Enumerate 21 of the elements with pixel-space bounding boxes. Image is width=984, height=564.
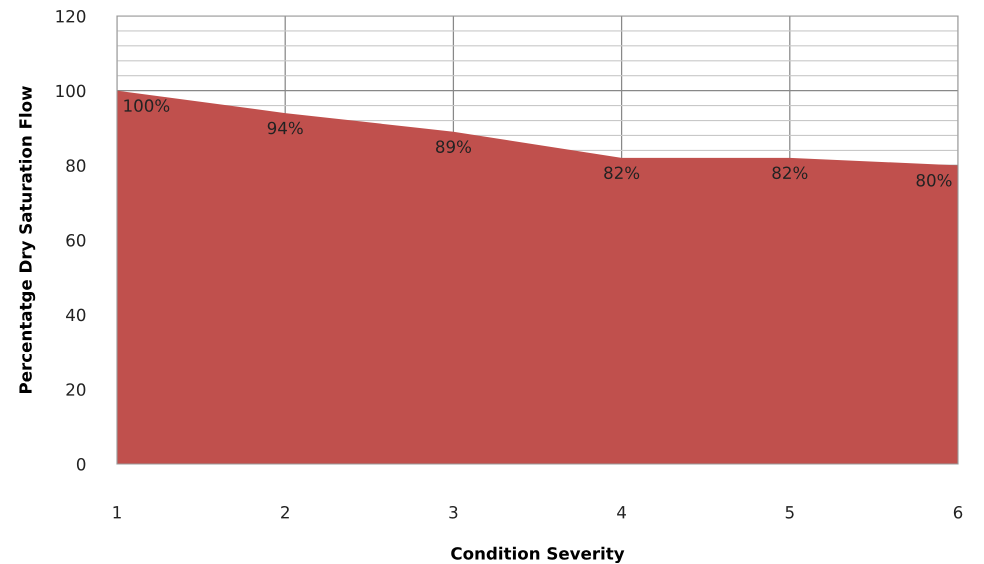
x-tick-label: 5 bbox=[786, 506, 794, 519]
y-tick-label: 120 bbox=[56, 10, 86, 23]
data-label: 82% bbox=[772, 166, 808, 180]
y-axis-title: Percentatge Dry Saturation Flow bbox=[18, 86, 36, 393]
x-tick-label: 3 bbox=[449, 506, 458, 519]
y-tick-label: 100 bbox=[56, 84, 86, 98]
data-label: 80% bbox=[916, 174, 952, 187]
x-axis-title: Condition Severity bbox=[451, 546, 624, 564]
x-tick-label: 1 bbox=[114, 506, 121, 518]
y-tick-label: 60 bbox=[66, 234, 86, 247]
data-label: 100% bbox=[124, 99, 170, 112]
x-tick-label: 6 bbox=[954, 506, 962, 519]
x-tick-label: 2 bbox=[281, 506, 289, 518]
data-label: 94% bbox=[268, 122, 303, 134]
data-label: 89% bbox=[436, 140, 471, 153]
y-tick-label: 80 bbox=[66, 159, 86, 172]
x-tick-label: 4 bbox=[617, 506, 626, 518]
y-tick-label: 20 bbox=[66, 383, 86, 396]
y-tick-label: 0 bbox=[76, 458, 86, 471]
data-label: 82% bbox=[604, 166, 640, 180]
y-tick-label: 40 bbox=[66, 308, 86, 322]
